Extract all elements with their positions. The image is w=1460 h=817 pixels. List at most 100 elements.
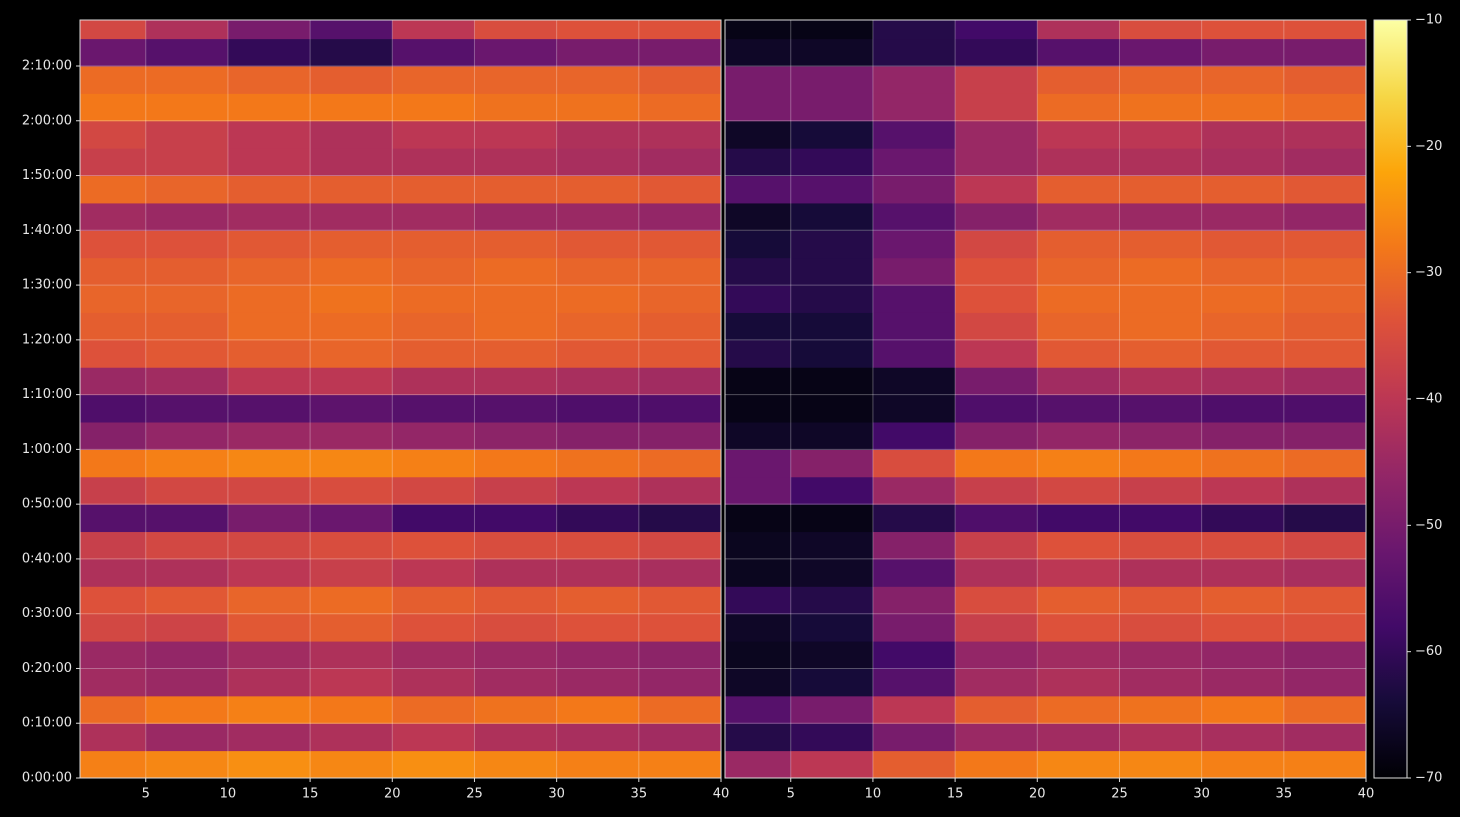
heatmap-cell <box>145 422 229 450</box>
heatmap-cell <box>310 586 393 615</box>
heatmap-cell <box>1037 38 1120 67</box>
heatmap-cell <box>556 723 640 752</box>
heatmap-cell <box>392 422 475 450</box>
heatmap-cell <box>790 476 874 505</box>
heatmap-cell <box>955 449 1038 478</box>
heatmap-cell <box>790 394 874 423</box>
heatmap-cell <box>1283 120 1367 149</box>
heatmap-cell <box>1037 175 1120 204</box>
heatmap-cell <box>1283 394 1367 423</box>
heatmap-cell <box>392 20 475 40</box>
heatmap-cell <box>955 38 1038 67</box>
heatmap-cell <box>955 257 1038 286</box>
heatmap-cell <box>1037 449 1120 478</box>
heatmap-cell <box>725 750 792 779</box>
heatmap-cell <box>1283 38 1367 67</box>
heatmap-cell <box>638 339 722 368</box>
heatmap-cell <box>638 312 722 341</box>
heatmap-cell <box>392 230 475 259</box>
heatmap-cell <box>474 257 558 286</box>
heatmap-cell <box>392 613 475 642</box>
heatmap-cell <box>310 339 393 368</box>
heatmap-cell <box>725 558 792 587</box>
heatmap-cell <box>474 120 558 149</box>
heatmap-cell <box>955 695 1038 724</box>
heatmap-cell <box>725 339 792 368</box>
heatmap-cell <box>1201 558 1285 587</box>
heatmap-cell <box>80 531 147 560</box>
heatmap-cell <box>790 422 874 450</box>
heatmap-cell <box>1119 586 1203 615</box>
heatmap-cell <box>1037 202 1120 231</box>
heatmap-cell <box>790 257 874 286</box>
heatmap-cell <box>556 367 640 396</box>
heatmap-cell <box>872 586 956 615</box>
colorbar-tick-label: −50 <box>1415 518 1442 533</box>
heatmap-cell <box>1283 723 1367 752</box>
y-tick-label: 1:50:00 <box>22 168 72 183</box>
heatmap-cell <box>556 120 640 149</box>
heatmap-cell <box>1283 312 1367 341</box>
heatmap-cell <box>725 531 792 560</box>
heatmap-cell <box>1201 175 1285 204</box>
heatmap-cell <box>474 449 558 478</box>
heatmap-cell <box>145 613 229 642</box>
heatmap-cell <box>1119 449 1203 478</box>
heatmap-cell <box>227 202 311 231</box>
heatmap-cell <box>80 175 147 204</box>
heatmap-cell <box>556 641 640 669</box>
heatmap-cell <box>1037 476 1120 505</box>
heatmap-cell <box>872 641 956 669</box>
heatmap-cell <box>227 394 311 423</box>
heatmap-cell <box>556 230 640 259</box>
y-tick-label: 1:30:00 <box>22 278 72 293</box>
heatmap-cell <box>955 641 1038 669</box>
heatmap-cell <box>1037 312 1120 341</box>
colorbar-tick-label: −40 <box>1415 392 1442 407</box>
heatmap-cell <box>556 668 640 697</box>
heatmap-cell <box>227 257 311 286</box>
heatmap-cell <box>80 257 147 286</box>
x-tick-label: 40 <box>1358 787 1375 802</box>
heatmap-cell <box>227 66 311 94</box>
heatmap-cell <box>1201 422 1285 450</box>
heatmap-cell <box>80 66 147 94</box>
heatmap-cell <box>474 394 558 423</box>
heatmap-cell <box>790 449 874 478</box>
heatmap-cell <box>145 449 229 478</box>
heatmap-cell <box>80 586 147 615</box>
heatmap-cell <box>1283 531 1367 560</box>
heatmap-cell <box>1119 202 1203 231</box>
heatmap-cell <box>1037 668 1120 697</box>
heatmap-cell <box>310 367 393 396</box>
heatmap-cell <box>1037 148 1120 177</box>
heatmap-cell <box>725 449 792 478</box>
heatmap-cell <box>1037 531 1120 560</box>
heatmap-cell <box>1283 20 1367 40</box>
heatmap-cell <box>1201 20 1285 40</box>
heatmap-cell <box>638 66 722 94</box>
heatmap-cell <box>227 531 311 560</box>
heatmap-cell <box>392 339 475 368</box>
heatmap-cell <box>955 148 1038 177</box>
x-tick-label: 25 <box>466 787 483 802</box>
heatmap-cell <box>1119 175 1203 204</box>
heatmap-cell <box>310 175 393 204</box>
heatmap-cell <box>474 20 558 40</box>
heatmap-cell <box>80 120 147 149</box>
heatmap-cell <box>80 20 147 40</box>
x-tick-label: 25 <box>1111 787 1128 802</box>
heatmap-cell <box>145 504 229 533</box>
heatmap-cell <box>1119 38 1203 67</box>
heatmap-cell <box>227 312 311 341</box>
heatmap-cell <box>310 449 393 478</box>
heatmap-cell <box>872 230 956 259</box>
heatmap-cell <box>1201 695 1285 724</box>
colorbar-tick-label: −60 <box>1415 644 1442 659</box>
heatmap-cell <box>556 394 640 423</box>
heatmap-cell <box>1037 93 1120 122</box>
heatmap-cell <box>310 394 393 423</box>
heatmap-cell <box>392 175 475 204</box>
y-tick-label: 1:40:00 <box>22 223 72 238</box>
heatmap-cell <box>474 422 558 450</box>
